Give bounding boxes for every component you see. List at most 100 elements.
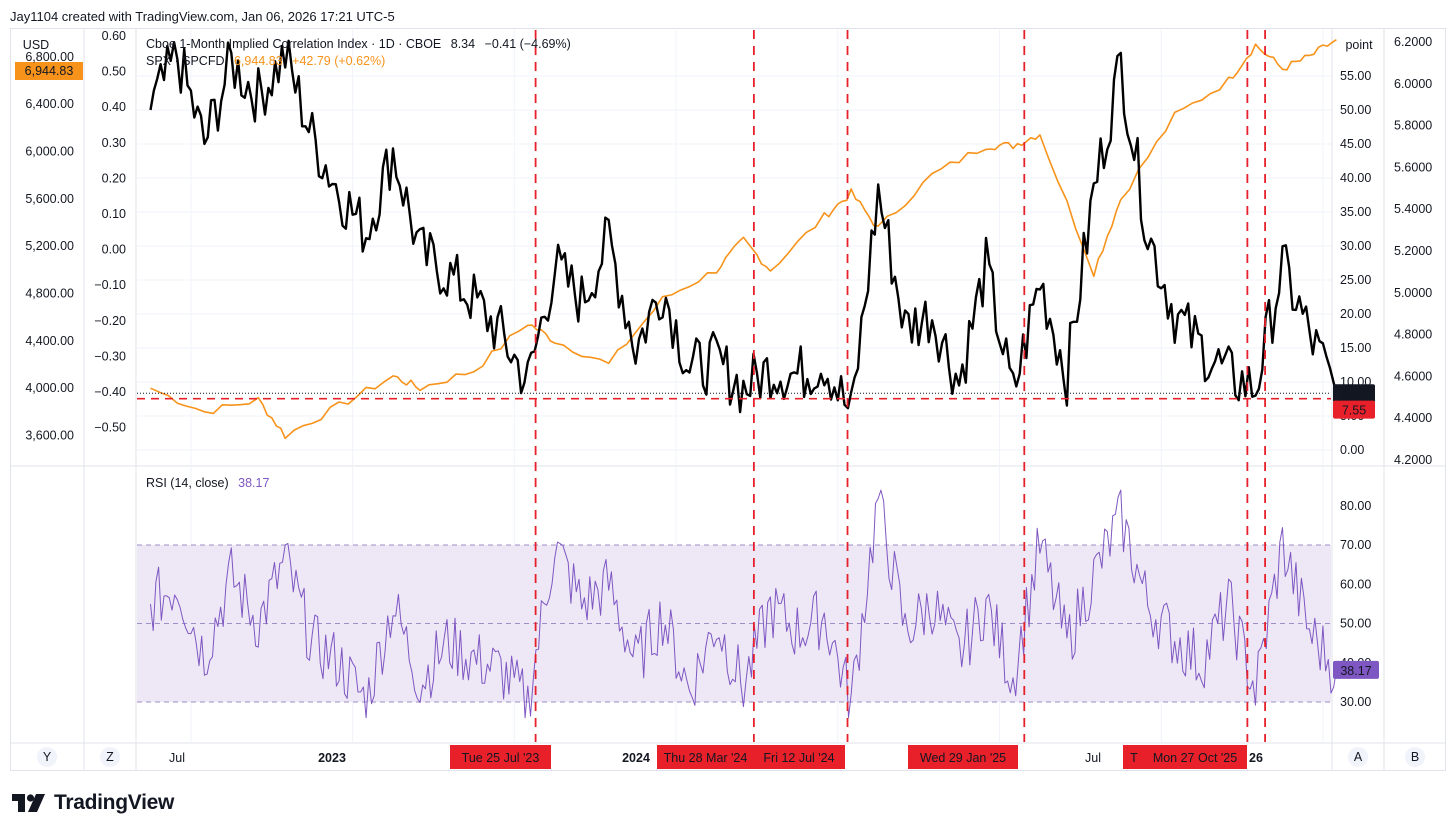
event-label-bg xyxy=(1143,745,1247,769)
event-label-bg xyxy=(1123,745,1145,769)
time-axis-label: Jul xyxy=(1085,751,1101,765)
event-label: Wed 29 Jan '25 xyxy=(920,751,1006,765)
legend-spx-name: SPX · SPCFD xyxy=(146,54,225,68)
right-axis-tick: 15.00 xyxy=(1340,341,1371,355)
spx-line xyxy=(150,39,1337,440)
left-axis-tick: 5,600.00 xyxy=(25,192,74,206)
chart-frame xyxy=(10,28,1446,771)
time-axis-label: Jul xyxy=(169,751,185,765)
frame-dividers xyxy=(10,29,1446,770)
scale-button[interactable] xyxy=(100,747,120,767)
inner-axis-tick: −0.40 xyxy=(94,385,126,399)
scale-button-label[interactable]: Z xyxy=(106,750,114,764)
tradingview-brand[interactable]: TradingView xyxy=(12,790,174,816)
time-axis-label: 2023 xyxy=(318,751,346,765)
rsi-bands xyxy=(137,544,1331,703)
right-axis-tick: 50.00 xyxy=(1340,103,1371,117)
inner-axis-tick: 0.20 xyxy=(102,171,126,185)
event-markers xyxy=(137,30,1331,742)
event-label: Mon 27 Oct '25 xyxy=(1153,751,1237,765)
left-axis-tick: 4,800.00 xyxy=(25,287,74,301)
left-axis-tick: 5,200.00 xyxy=(25,239,74,253)
scale-button-label[interactable]: B xyxy=(1411,750,1419,764)
legend-cor-change: −0.41 (−4.69%) xyxy=(485,37,571,51)
right-line-tag: 7.55 xyxy=(1342,404,1366,418)
left-axis-tick: 4,400.00 xyxy=(25,334,74,348)
event-label: Tue 25 Jul '23 xyxy=(462,751,540,765)
inner-axis-tick: −0.10 xyxy=(94,278,126,292)
left-axis-unit: USD xyxy=(23,38,49,52)
legend-cor-name: Cboe 1-Month Implied Correlation Index ·… xyxy=(146,37,441,51)
rsi-value-tag-bg xyxy=(1333,660,1379,679)
right-axis-tick: 55.00 xyxy=(1340,69,1371,83)
rsi-axis-tick: 80.00 xyxy=(1340,499,1371,513)
event-label-bg xyxy=(450,745,551,769)
tradingview-wordmark: TradingView xyxy=(54,791,175,814)
far-right-axis-tick: 5.4000 xyxy=(1394,202,1432,216)
right-axis-tick: 40.00 xyxy=(1340,171,1371,185)
right-axis-tick: 30.00 xyxy=(1340,239,1371,253)
tradingview-logo-icon xyxy=(12,794,45,812)
rsi-value-tag: 38.17 xyxy=(1340,664,1371,678)
far-right-axis-tick: 5.8000 xyxy=(1394,119,1432,133)
correlation-line xyxy=(149,39,1338,414)
legend-rsi-value: 38.17 xyxy=(238,476,269,490)
left-axis-tick: 3,600.00 xyxy=(25,429,74,443)
event-label: Thu 28 Mar '24 xyxy=(664,751,748,765)
scale-button[interactable] xyxy=(1348,747,1368,767)
inner-axis-tick: 0.40 xyxy=(102,100,126,114)
far-right-axis-tick: 4.6000 xyxy=(1394,369,1432,383)
rsi-axis-tick: 70.00 xyxy=(1340,538,1371,552)
right-axis-unit: point xyxy=(1345,38,1373,52)
scale-button-label[interactable]: A xyxy=(1354,750,1363,764)
right-axis-tick: 45.00 xyxy=(1340,137,1371,151)
event-label-bg xyxy=(908,745,1018,769)
inner-axis-tick: 0.60 xyxy=(102,29,126,43)
scale-button[interactable] xyxy=(37,747,57,767)
rsi-axis-tick: 60.00 xyxy=(1340,577,1371,591)
legend-spx-value: 6,944.83 xyxy=(234,54,283,68)
legend-rsi-name: RSI (14, close) xyxy=(146,476,229,490)
inner-axis-tick: 0.30 xyxy=(102,136,126,150)
scale-button-label[interactable]: Y xyxy=(43,750,52,764)
far-right-axis-tick: 4.2000 xyxy=(1394,453,1432,467)
svg-text:RSI (14, close) 38.17: RSI (14, close) 38.17 xyxy=(146,476,269,490)
far-right-axis-tick: 6.0000 xyxy=(1394,77,1432,91)
series-lines xyxy=(149,39,1338,719)
inner-axis-tick: 0.10 xyxy=(102,207,126,221)
far-right-axis-tick: 4.4000 xyxy=(1394,411,1432,425)
right-line-tag-bg xyxy=(1333,400,1375,419)
right-last-tag-bg xyxy=(1333,384,1375,403)
left-price-tag: 6,944.83 xyxy=(25,64,74,78)
axes: USD6,944.836,800.006,400.006,000.005,600… xyxy=(15,29,1432,769)
right-last-tag: 8.34 xyxy=(1342,387,1366,401)
left-axis-tick: 6,800.00 xyxy=(25,50,74,64)
right-axis-tick: 25.00 xyxy=(1340,273,1371,287)
rsi-axis-tick: 30.00 xyxy=(1340,695,1371,709)
far-right-axis-tick: 5.6000 xyxy=(1394,160,1432,174)
svg-text:Cboe 1-Month Implied Correlati: Cboe 1-Month Implied Correlation Index ·… xyxy=(146,37,571,51)
rsi-line xyxy=(150,489,1337,719)
left-axis-tick: 6,400.00 xyxy=(25,97,74,111)
svg-text:SPX · SPCFD 6,944.83: SPX · SPCFD 6,944.83 +42.79 (+0.62%) xyxy=(146,54,385,68)
chart-credit: Jay1104 created with TradingView.com, Ja… xyxy=(10,9,395,24)
event-label: Fri 12 Jul '24 xyxy=(763,751,834,765)
far-right-axis-tick: 6.2000 xyxy=(1394,35,1432,49)
legend-cor-value: 8.34 xyxy=(451,37,475,51)
left-price-tag-bg xyxy=(15,62,83,80)
event-label-bg xyxy=(753,745,845,769)
left-axis-tick: 6,000.00 xyxy=(25,145,74,159)
left-axis-tick: 4,000.00 xyxy=(25,381,74,395)
scale-button[interactable] xyxy=(1405,747,1425,767)
time-axis-label: 2024 xyxy=(622,751,650,765)
inner-axis-tick: 0.50 xyxy=(102,65,126,79)
far-right-axis-tick: 5.2000 xyxy=(1394,244,1432,258)
inner-axis-tick: −0.30 xyxy=(94,349,126,363)
inner-axis-tick: −0.50 xyxy=(94,421,126,435)
rsi-axis-tick: 50.00 xyxy=(1340,617,1371,631)
time-axis-label: 26 xyxy=(1249,751,1263,765)
right-axis-tick: 0.00 xyxy=(1340,443,1364,457)
event-label: T xyxy=(1130,751,1138,765)
far-right-axis-tick: 4.8000 xyxy=(1394,328,1432,342)
